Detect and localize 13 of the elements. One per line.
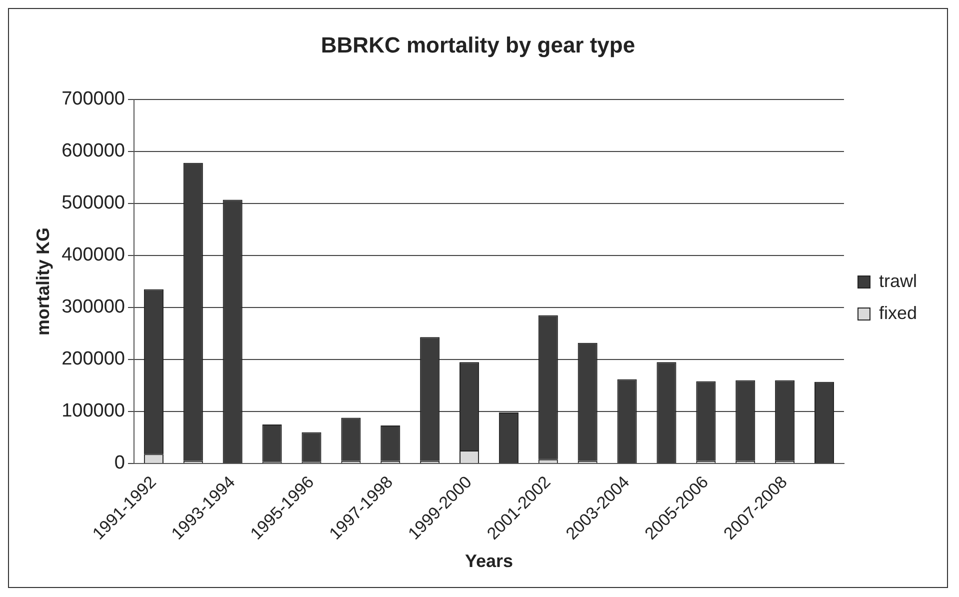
y-tick-label: 500000	[62, 192, 125, 214]
legend-label: trawl	[878, 270, 917, 291]
chart-title: BBRKC mortality by gear type	[320, 32, 636, 58]
y-tick-label: 0	[114, 452, 125, 474]
y-tick-label: 200000	[62, 348, 125, 370]
x-axis-title: Years	[464, 551, 514, 572]
y-tick-label: 100000	[62, 400, 125, 422]
y-tick-label: 700000	[62, 88, 125, 110]
y-tick-label: 300000	[62, 296, 125, 318]
y-axis-title: mortality KG	[32, 227, 53, 336]
legend-label: fixed	[878, 302, 918, 323]
y-tick-label: 400000	[62, 244, 125, 266]
y-tick-label: 600000	[62, 140, 125, 162]
